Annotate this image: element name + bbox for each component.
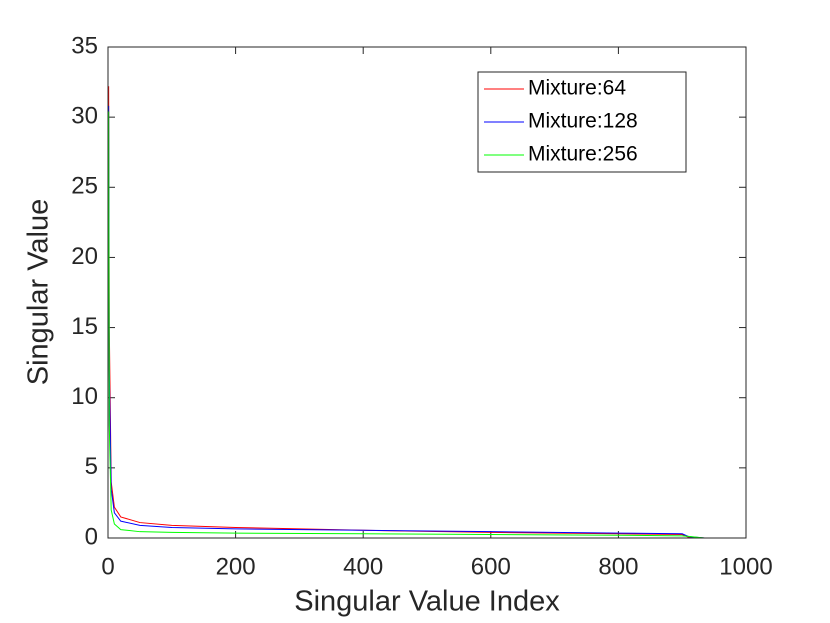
y-tick-label: 5 — [85, 453, 98, 480]
y-axis-label: Singular Value — [23, 199, 55, 385]
x-tick-label: 800 — [598, 553, 638, 580]
series-line — [108, 86, 705, 539]
legend-label: Mixture:256 — [528, 143, 638, 166]
x-tick-label: 600 — [471, 553, 511, 580]
y-tick-label: 35 — [71, 32, 98, 59]
y-tick-label: 0 — [85, 523, 98, 550]
series-line — [108, 105, 705, 539]
legend-label: Mixture:64 — [528, 77, 626, 100]
y-tick-label: 30 — [71, 102, 98, 129]
y-tick-label: 20 — [71, 243, 98, 270]
legend-label: Mixture:128 — [528, 110, 638, 133]
x-tick-label: 0 — [101, 553, 114, 580]
y-tick-label: 15 — [71, 313, 98, 340]
y-tick-label: 25 — [71, 173, 98, 200]
x-tick-label: 400 — [343, 553, 383, 580]
x-axis-label: Singular Value Index — [294, 586, 560, 618]
series-line — [108, 111, 705, 539]
x-tick-label: 200 — [216, 553, 256, 580]
y-tick-label: 10 — [71, 383, 98, 410]
plot-frame — [107, 46, 747, 539]
x-tick-label: 1000 — [719, 553, 772, 580]
